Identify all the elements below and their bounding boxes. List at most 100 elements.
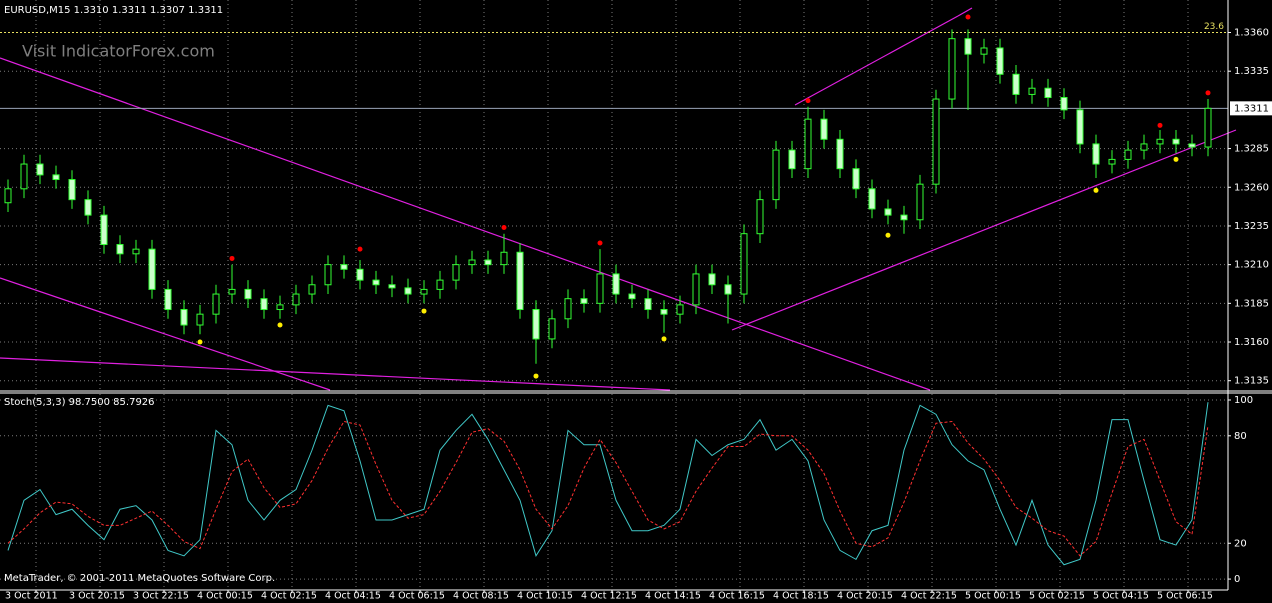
candle-body <box>308 284 316 295</box>
x-tick-label: 5 Oct 06:15 <box>1157 591 1213 602</box>
candle-body <box>388 284 396 289</box>
fractal-up <box>1157 122 1163 128</box>
candle-body <box>356 268 364 281</box>
trend-line <box>0 357 671 391</box>
fractal-down <box>661 336 667 342</box>
candle-body <box>100 214 108 246</box>
x-tick-label: 4 Oct 20:15 <box>837 591 893 602</box>
x-tick-label: 4 Oct 10:15 <box>517 591 573 602</box>
copyright: MetaTrader, © 2001-2011 MetaQuotes Softw… <box>4 573 275 584</box>
watermark: Visit IndicatorForex.com <box>22 42 215 61</box>
candle-body <box>548 318 556 340</box>
candle-body <box>612 273 620 295</box>
candle-body <box>660 309 668 315</box>
x-tick-label: 4 Oct 22:15 <box>901 591 957 602</box>
candle-body <box>276 304 284 311</box>
candle-body <box>740 233 748 295</box>
x-tick-label: 5 Oct 00:15 <box>965 591 1021 602</box>
indicator-title: Stoch(5,3,3) 98.7500 85.7926 <box>4 397 155 408</box>
fractal-down <box>1093 187 1099 193</box>
candle-body <box>212 293 220 315</box>
candle-body <box>868 188 876 210</box>
candle-body <box>52 174 60 181</box>
candle-body <box>756 199 764 235</box>
candle-body <box>932 98 940 185</box>
candle-body <box>516 251 524 311</box>
candle-body <box>372 279 380 286</box>
x-tick-label: 4 Oct 12:15 <box>581 591 637 602</box>
fractal-up <box>597 240 603 246</box>
candle-body <box>980 47 988 55</box>
candle-body <box>1060 97 1068 111</box>
x-tick-label: 3 Oct 20:15 <box>69 591 125 602</box>
y-tick-label: 1.3235 <box>1234 221 1269 232</box>
trend-line <box>794 15 959 106</box>
x-tick-label: 4 Oct 02:15 <box>261 591 317 602</box>
fractal-down <box>277 322 283 328</box>
candle-body <box>804 118 812 170</box>
candle-body <box>788 149 796 170</box>
trend-line <box>957 7 973 17</box>
y-tick-label: 1.3160 <box>1234 337 1269 348</box>
candle-body <box>452 264 460 281</box>
candle-body <box>500 251 508 266</box>
fractal-down <box>421 308 427 314</box>
candle-body <box>596 273 604 304</box>
candle-body <box>404 287 412 295</box>
candle-body <box>340 264 348 270</box>
trend-lines <box>0 7 1237 391</box>
candle-body <box>180 309 188 326</box>
y-tick-label: 0 <box>1234 574 1240 585</box>
bid-box <box>1230 101 1272 116</box>
y-tick-label: 1.3210 <box>1234 260 1269 271</box>
candle-body <box>1108 158 1116 165</box>
candle-body <box>228 288 236 295</box>
candle-body <box>1012 73 1020 95</box>
candle-body <box>1204 107 1212 148</box>
y-tick-label: 20 <box>1234 538 1247 549</box>
candle-body <box>1188 143 1196 148</box>
candle-body <box>772 149 780 201</box>
candle-body <box>948 38 956 100</box>
fibo-label: 23.6 <box>1204 22 1224 32</box>
candle-body <box>420 288 428 295</box>
candle-body <box>884 208 892 216</box>
candle-body <box>724 284 732 295</box>
candle-body <box>1028 87 1036 95</box>
stoch-line <box>7 402 1209 566</box>
x-tick-label: 5 Oct 04:15 <box>1093 591 1149 602</box>
candle-body <box>1076 109 1084 145</box>
chart-title: EURUSD,M15 1.3310 1.3311 1.3307 1.3311 <box>4 5 223 16</box>
fractal-up <box>965 14 971 20</box>
candle-body <box>1092 143 1100 165</box>
trend-line <box>0 57 931 391</box>
x-tick-label: 4 Oct 04:15 <box>325 591 381 602</box>
x-tick-label: 4 Oct 00:15 <box>197 591 253 602</box>
candle-body <box>292 293 300 306</box>
x-tick-label: 4 Oct 18:15 <box>773 591 829 602</box>
candle-body <box>1044 87 1052 99</box>
candle-body <box>196 313 204 326</box>
candle-body <box>916 183 924 221</box>
candle-body <box>36 163 44 176</box>
bid-label: 1.3311 <box>1234 103 1269 114</box>
candle-body <box>852 168 860 190</box>
x-tick-label: 4 Oct 06:15 <box>389 591 445 602</box>
candle-body <box>1172 138 1180 145</box>
candle-body <box>644 298 652 311</box>
candle-body <box>244 288 252 300</box>
y-tick-label: 1.3135 <box>1234 376 1269 387</box>
y-tick-label: 1.3260 <box>1234 182 1269 193</box>
candle-body <box>260 298 268 311</box>
x-tick-label: 5 Oct 02:15 <box>1029 591 1085 602</box>
candle-body <box>964 38 972 55</box>
candle-body <box>436 279 444 290</box>
candle-body <box>20 163 28 190</box>
candle-body <box>116 244 124 255</box>
candle-body <box>900 214 908 221</box>
y-tick-label: 1.3360 <box>1234 28 1269 39</box>
x-tick-label: 3 Oct 2011 <box>5 591 58 602</box>
